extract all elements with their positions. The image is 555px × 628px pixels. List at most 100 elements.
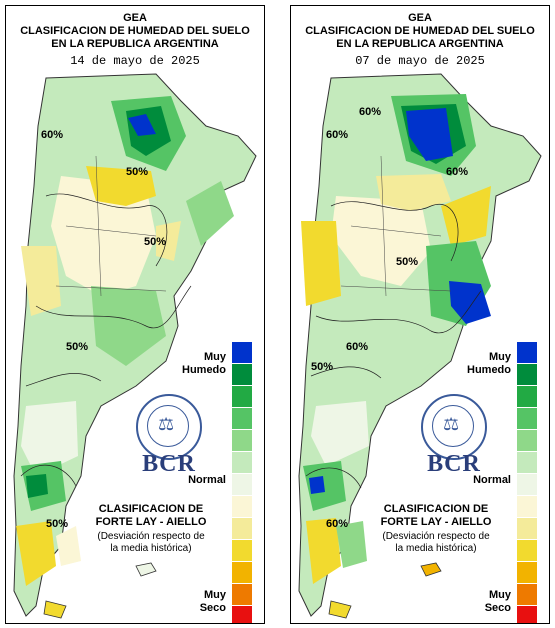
contour-label: 60% bbox=[446, 166, 469, 178]
panel-date: 14 de mayo de 2025 bbox=[70, 54, 200, 68]
legend-label-normal: Normal bbox=[188, 474, 226, 486]
legend-color-scale bbox=[517, 342, 537, 623]
legend-label-very-wet: Muy Humedo bbox=[467, 351, 511, 376]
legend-swatch bbox=[517, 562, 537, 584]
province-line bbox=[55, 155, 167, 297]
legend-swatch bbox=[517, 342, 537, 364]
contour-label: 60% bbox=[346, 341, 369, 353]
contour-label: 50% bbox=[144, 236, 167, 248]
tierra-del-fuego bbox=[43, 600, 67, 619]
zone-normal-center bbox=[331, 196, 431, 286]
legend-swatch bbox=[232, 562, 252, 584]
panel-subtitle: EN LA REPUBLICA ARGENTINA bbox=[336, 38, 504, 50]
contour-line bbox=[35, 285, 192, 329]
malvinas-islands bbox=[135, 562, 157, 577]
legend-swatch bbox=[232, 342, 252, 364]
bcr-logo-text: BCR bbox=[142, 451, 196, 477]
legend-swatch bbox=[517, 452, 537, 474]
province-line bbox=[340, 155, 452, 297]
legend-swatch bbox=[232, 584, 252, 606]
legend-swatch bbox=[517, 364, 537, 386]
panel-date: 07 de mayo de 2025 bbox=[355, 54, 485, 68]
legend-swatch bbox=[232, 452, 252, 474]
map-panel-left: GEA CLASIFICACION DE HUMEDAD DEL SUELO E… bbox=[5, 5, 265, 624]
contour-line bbox=[25, 373, 102, 387]
zone-wet-mesopotamia bbox=[186, 181, 234, 246]
zone-dry-south bbox=[16, 521, 56, 586]
legend-swatch bbox=[232, 540, 252, 562]
panel-title: CLASIFICACION DE HUMEDAD DEL SUELO bbox=[305, 25, 535, 37]
zone-normal-patagonia bbox=[21, 401, 78, 476]
bcr-seal-logo: ⚖ bbox=[136, 394, 202, 460]
zone-wet-south bbox=[303, 461, 346, 511]
bcr-logo-text: BCR bbox=[427, 451, 481, 477]
legend-label-very-dry: Muy Seco bbox=[484, 589, 511, 614]
legend-swatch bbox=[517, 584, 537, 606]
panel-title-org: GEA bbox=[408, 12, 432, 24]
argentina-soil-moisture-map bbox=[13, 73, 257, 619]
contour-label: 60% bbox=[41, 129, 64, 141]
zone-yellow-east bbox=[156, 221, 181, 261]
contour-label: 50% bbox=[396, 256, 419, 268]
zone-normal-patagonia bbox=[311, 401, 369, 466]
legend-swatch bbox=[232, 364, 252, 386]
legend-swatch bbox=[517, 518, 537, 540]
panel-subtitle: EN LA REPUBLICA ARGENTINA bbox=[51, 38, 219, 50]
legend-swatch bbox=[517, 496, 537, 518]
legend-swatch bbox=[232, 474, 252, 496]
zone-very-wet-south bbox=[309, 476, 325, 494]
contour-label: 50% bbox=[311, 361, 334, 373]
contour-label: 60% bbox=[326, 518, 349, 530]
legend-swatch bbox=[232, 430, 252, 452]
legend-swatch bbox=[517, 408, 537, 430]
legend-label-normal: Normal bbox=[473, 474, 511, 486]
zone-wet-center bbox=[91, 286, 166, 366]
map-panel-right: GEA CLASIFICACION DE HUMEDAD DEL SUELO E… bbox=[290, 5, 550, 624]
legend-color-scale bbox=[232, 342, 252, 623]
classification-title: CLASIFICACION DE FORTE LAY - AIELLO bbox=[95, 503, 207, 528]
panel-title-org: GEA bbox=[123, 12, 147, 24]
legend-label-very-dry: Muy Seco bbox=[199, 589, 226, 614]
contour-line bbox=[330, 201, 459, 262]
legend-swatch bbox=[232, 518, 252, 540]
malvinas-islands bbox=[420, 562, 442, 577]
bcr-seal-logo: ⚖ bbox=[421, 394, 487, 460]
legend-label-very-wet: Muy Humedo bbox=[182, 351, 226, 376]
legend-swatch bbox=[232, 386, 252, 408]
zone-dry-east bbox=[441, 186, 491, 246]
contour-label: 50% bbox=[46, 518, 69, 530]
contour-line bbox=[45, 193, 168, 267]
zone-normal-southeast bbox=[56, 526, 81, 566]
legend-swatch bbox=[517, 474, 537, 496]
legend-swatch bbox=[232, 606, 252, 623]
contour-line bbox=[315, 290, 482, 334]
zone-dry-center-north bbox=[376, 174, 451, 211]
zone-dry-center-north bbox=[86, 166, 156, 206]
zone-very-wet-north bbox=[406, 108, 453, 161]
contour-label: 50% bbox=[126, 166, 149, 178]
contour-label: 60% bbox=[359, 106, 382, 118]
legend-swatch bbox=[232, 408, 252, 430]
legend-swatch bbox=[517, 540, 537, 562]
zone-wet-southeast bbox=[336, 521, 367, 568]
contour-line bbox=[305, 467, 362, 489]
panel-title: CLASIFICACION DE HUMEDAD DEL SUELO bbox=[20, 25, 250, 37]
zone-wet-south-dark bbox=[26, 474, 48, 498]
zone-very-wet-north bbox=[128, 114, 156, 136]
zone-dry-west bbox=[301, 221, 341, 306]
legend-swatch bbox=[232, 496, 252, 518]
legend-swatch bbox=[517, 430, 537, 452]
contour-label: 60% bbox=[326, 129, 349, 141]
zone-dry-south bbox=[306, 518, 341, 584]
classification-note: (Desviación respecto de la media históric… bbox=[382, 531, 490, 554]
classification-title: CLASIFICACION DE FORTE LAY - AIELLO bbox=[380, 503, 492, 528]
contour-line bbox=[20, 464, 77, 487]
zone-normal-center bbox=[51, 176, 156, 296]
argentina-soil-moisture-map bbox=[298, 73, 542, 619]
tierra-del-fuego bbox=[328, 600, 352, 619]
contour-line bbox=[310, 366, 382, 379]
contour-label: 50% bbox=[66, 341, 89, 353]
zone-dry-west bbox=[21, 246, 61, 316]
classification-note: (Desviación respecto de la media históric… bbox=[97, 531, 205, 554]
legend-swatch bbox=[517, 606, 537, 623]
